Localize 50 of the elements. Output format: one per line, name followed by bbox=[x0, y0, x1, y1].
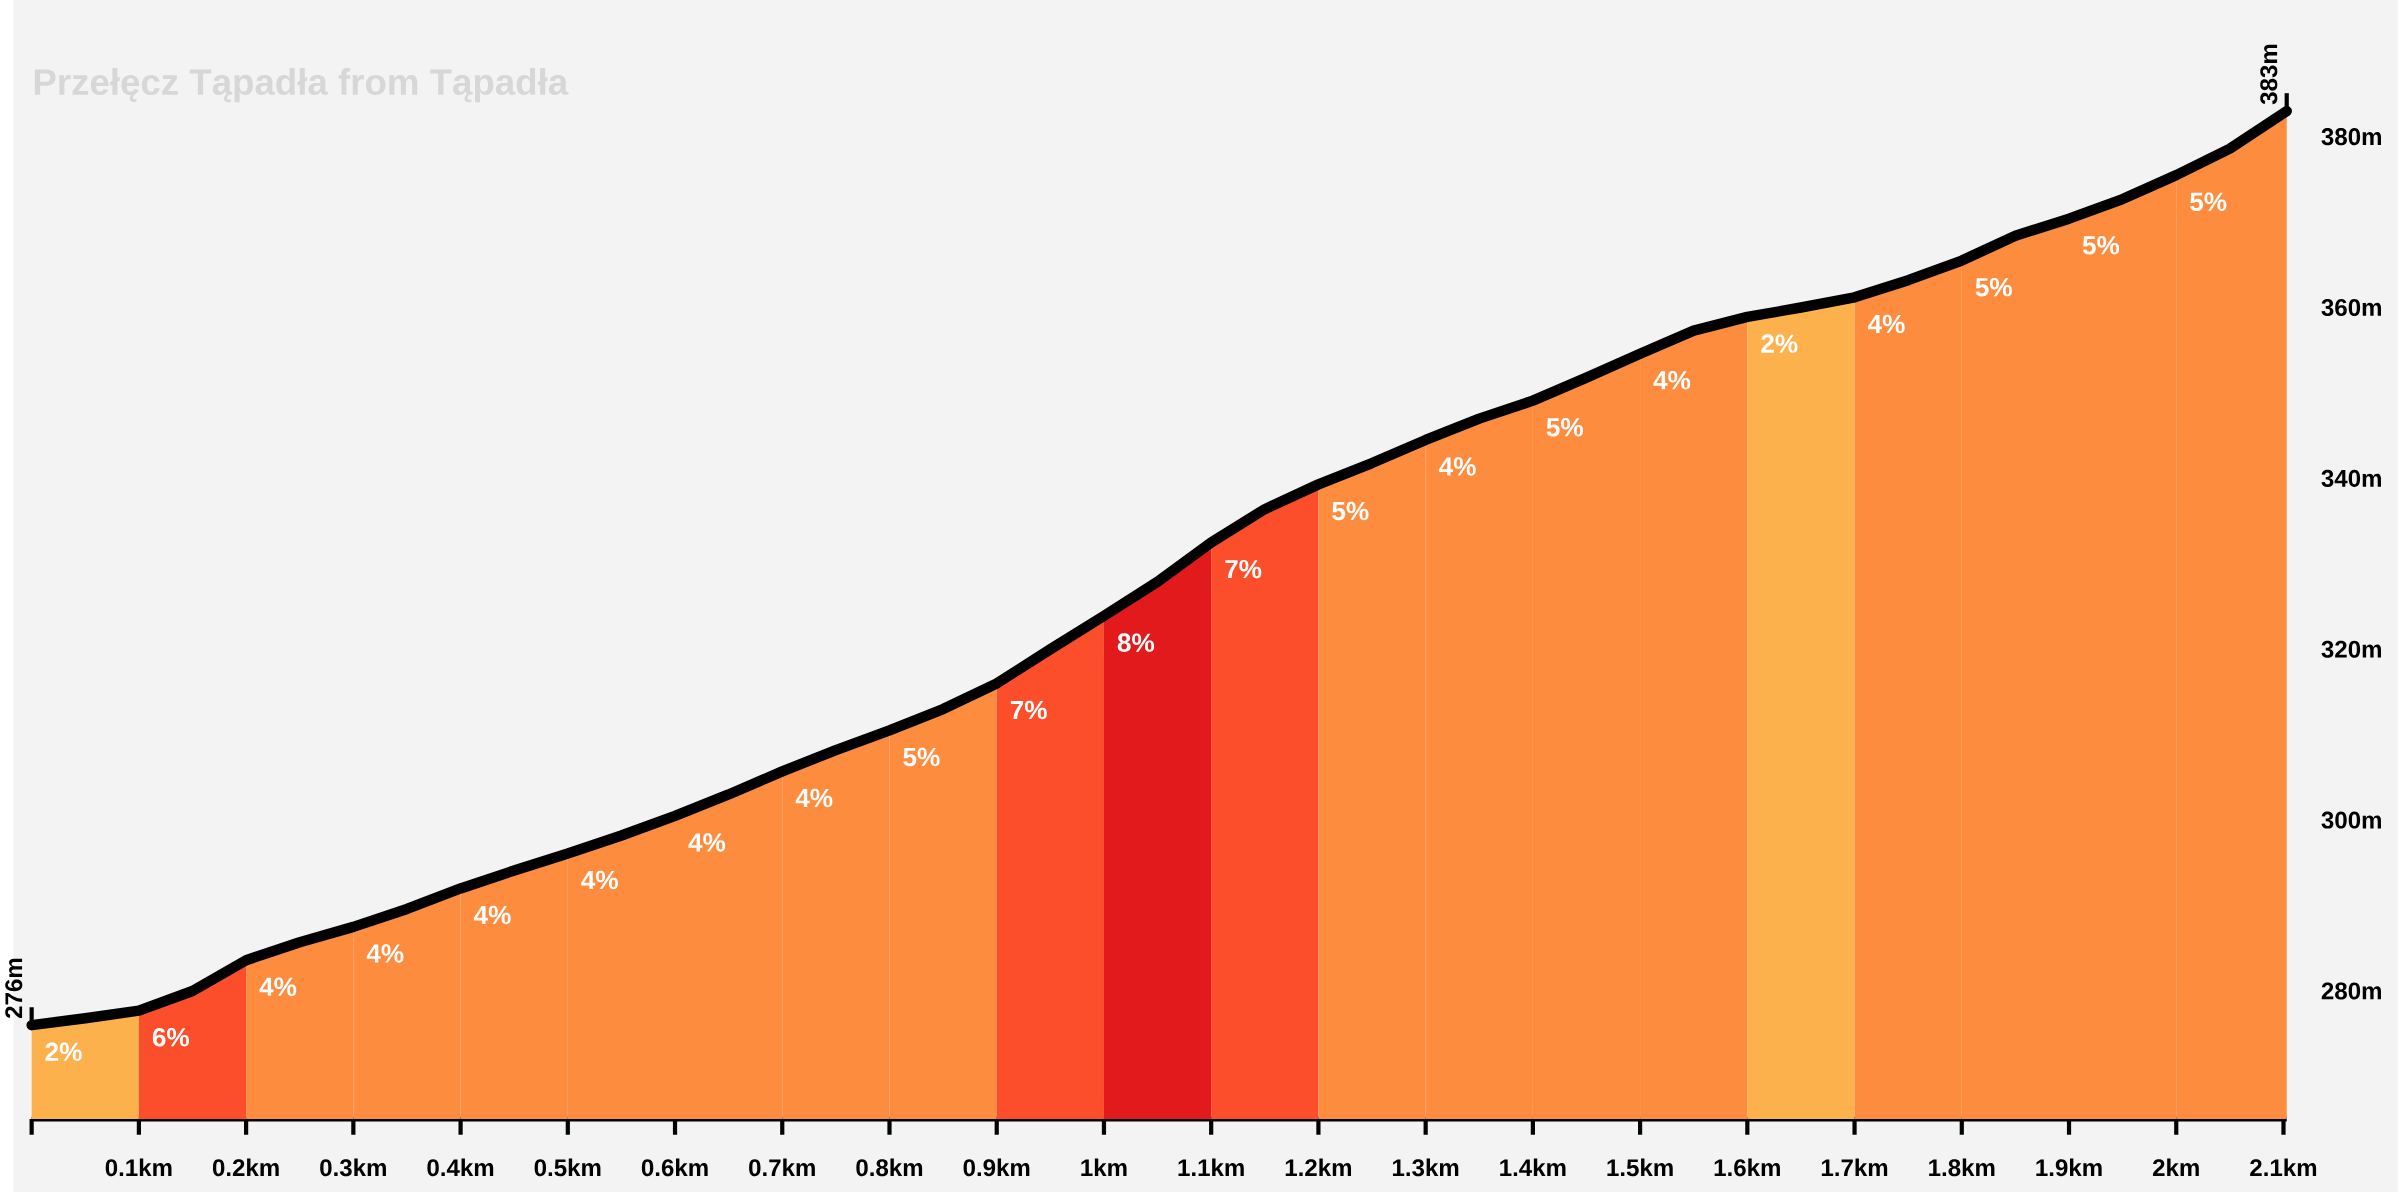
data-label: 383m bbox=[2260, 44, 2278, 105]
x-tick-label: 1.9km bbox=[2036, 1158, 2102, 1177]
x-tick-label: 1.2km bbox=[1285, 1158, 1352, 1177]
x-tick-label: 0.8km bbox=[856, 1158, 923, 1177]
x-tick-label: 1.1km bbox=[1178, 1158, 1244, 1177]
annotation: 4% bbox=[795, 788, 833, 808]
x-tick-label: 0.6km bbox=[641, 1158, 708, 1177]
x-tick-label: 0.3km bbox=[320, 1158, 386, 1177]
annotation: 5% bbox=[903, 747, 940, 767]
x-tick-label: 0.7km bbox=[749, 1158, 815, 1177]
x-tick-label: 0.4km bbox=[427, 1158, 494, 1177]
x-tick-label: 1.3km bbox=[1392, 1158, 1459, 1177]
annotation: 4% bbox=[1653, 371, 1691, 390]
x-tick-label: 1km bbox=[1081, 1158, 1127, 1177]
annotation: 5% bbox=[1975, 278, 2012, 297]
annotation: 4% bbox=[473, 905, 511, 925]
y-tick-label: 280m bbox=[2321, 982, 2381, 1000]
annotation: 2% bbox=[45, 1042, 82, 1062]
annotation: 4% bbox=[366, 944, 404, 963]
annotation: 8% bbox=[1117, 633, 1155, 653]
annotation: 7% bbox=[1225, 560, 1262, 579]
x-tick-label: 1.5km bbox=[1607, 1158, 1673, 1177]
x-tick-label: 2.1km bbox=[2250, 1158, 2317, 1177]
annotation: 4% bbox=[688, 833, 726, 852]
x-tick-label: 0.2km bbox=[212, 1158, 279, 1177]
x-tick-label: 1.7km bbox=[1821, 1158, 1888, 1177]
y-tick-label: 300m bbox=[2321, 811, 2381, 829]
annotation: 5% bbox=[1546, 418, 1583, 437]
annotation: 6% bbox=[152, 1028, 189, 1047]
annotation: 5% bbox=[1332, 501, 1369, 521]
x-tick-label: 0.1km bbox=[105, 1158, 172, 1177]
annotation: 4% bbox=[581, 870, 618, 890]
data-label: 276m bbox=[5, 958, 23, 1019]
annotation: 4% bbox=[1867, 314, 1905, 334]
annotation: 4% bbox=[259, 977, 297, 997]
x-tick-label: 1.4km bbox=[1500, 1158, 1566, 1177]
y-tick-label: 380m bbox=[2321, 128, 2381, 146]
y-tick-label: 360m bbox=[2321, 299, 2381, 317]
annotation: 7% bbox=[1010, 700, 1047, 720]
x-tick-label: 0.9km bbox=[963, 1158, 1030, 1177]
x-tick-label: 1.8km bbox=[1929, 1158, 1995, 1177]
x-tick-label: 0.5km bbox=[534, 1158, 601, 1177]
annotation: 4% bbox=[1439, 457, 1476, 476]
annotation: 2% bbox=[1761, 334, 1798, 353]
annotation: 5% bbox=[2082, 236, 2120, 255]
annotation: 5% bbox=[2190, 192, 2227, 212]
x-tick-label: 1.6km bbox=[1714, 1158, 1780, 1177]
y-tick-label: 340m bbox=[2321, 469, 2381, 488]
y-tick-label: 320m bbox=[2321, 640, 2381, 658]
x-tick-label: 2km bbox=[2152, 1158, 2199, 1177]
